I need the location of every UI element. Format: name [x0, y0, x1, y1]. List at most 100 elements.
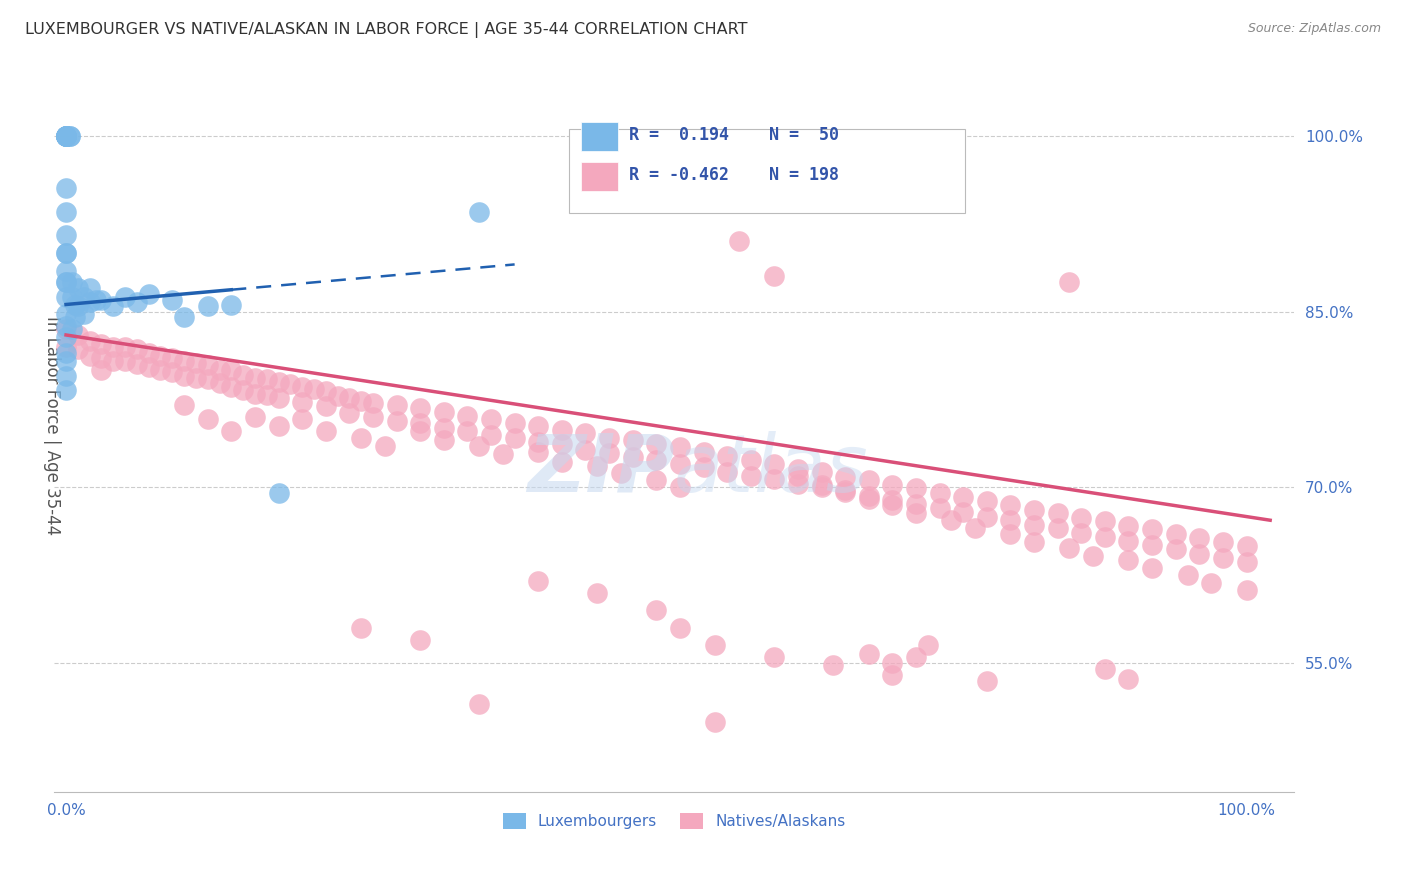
Point [1094, 662, 1116, 676]
Point [232, 368, 254, 382]
Point [527, 419, 550, 434]
Point [243, 409, 266, 424]
Point [350, 621, 373, 635]
Point [692, 445, 714, 459]
Point [55, 330, 77, 344]
Point [858, 473, 880, 487]
Point [882, 656, 904, 670]
Point [834, 483, 856, 497]
Point [810, 478, 832, 492]
Point [315, 384, 337, 399]
Point [787, 461, 810, 475]
Point [1212, 535, 1234, 549]
Point [55, 322, 77, 336]
Point [55, 263, 77, 277]
Point [337, 391, 360, 405]
Point [125, 357, 148, 371]
Point [1094, 514, 1116, 528]
Point [1140, 561, 1163, 575]
Point [928, 501, 950, 516]
Point [361, 409, 384, 424]
Point [645, 473, 668, 487]
Point [149, 363, 172, 377]
Point [976, 509, 998, 524]
Point [503, 431, 526, 445]
Point [1000, 513, 1022, 527]
Point [941, 513, 963, 527]
Point [1140, 538, 1163, 552]
Point [598, 446, 620, 460]
Point [162, 351, 184, 366]
Point [55, 369, 77, 384]
Point [173, 398, 195, 412]
Text: LUXEMBOURGER VS NATIVE/ALASKAN IN LABOR FORCE | AGE 35-44 CORRELATION CHART: LUXEMBOURGER VS NATIVE/ALASKAN IN LABOR … [25, 22, 748, 38]
Point [1046, 521, 1069, 535]
Point [1164, 527, 1187, 541]
Point [256, 372, 278, 386]
Point [267, 486, 290, 500]
Point [103, 353, 125, 368]
Point [162, 366, 184, 380]
Point [834, 469, 856, 483]
FancyBboxPatch shape [581, 162, 619, 192]
Point [208, 376, 231, 390]
Point [58, 128, 80, 143]
Point [55, 128, 77, 143]
Point [103, 340, 125, 354]
Point [66, 342, 89, 356]
Point [66, 281, 89, 295]
Point [492, 448, 515, 462]
Point [882, 498, 904, 512]
Point [1081, 549, 1104, 564]
Point [468, 439, 491, 453]
Point [315, 400, 337, 414]
Point [149, 349, 172, 363]
Point [692, 460, 714, 475]
Point [433, 434, 456, 448]
Point [60, 290, 83, 304]
Point [763, 269, 786, 284]
Point [1236, 583, 1258, 598]
Point [433, 420, 456, 434]
Point [858, 647, 880, 661]
Point [55, 128, 77, 143]
Point [361, 396, 384, 410]
Point [1177, 568, 1199, 582]
Point [1059, 275, 1081, 289]
Point [669, 480, 692, 494]
Point [787, 468, 810, 483]
Point [55, 205, 77, 219]
Point [586, 586, 609, 600]
Point [90, 293, 112, 307]
Point [740, 453, 762, 467]
Point [1022, 502, 1045, 516]
Point [882, 667, 904, 681]
Point [350, 393, 373, 408]
Point [527, 445, 550, 459]
Point [55, 275, 77, 289]
Point [55, 307, 77, 321]
Point [468, 697, 491, 711]
Point [669, 457, 692, 471]
Point [65, 310, 87, 325]
Point [1059, 541, 1081, 556]
Point [904, 506, 927, 520]
Point [138, 359, 160, 374]
Point [479, 427, 502, 442]
Point [503, 416, 526, 430]
Point [728, 234, 751, 248]
Point [1188, 547, 1211, 561]
Point [162, 293, 184, 307]
Point [551, 437, 574, 451]
Point [704, 639, 727, 653]
Point [385, 398, 408, 412]
Point [716, 465, 738, 479]
Point [1236, 539, 1258, 553]
Point [610, 467, 633, 481]
Point [586, 459, 609, 474]
Point [278, 377, 301, 392]
Point [1022, 535, 1045, 549]
Point [125, 295, 148, 310]
Point [551, 454, 574, 468]
Point [882, 493, 904, 508]
